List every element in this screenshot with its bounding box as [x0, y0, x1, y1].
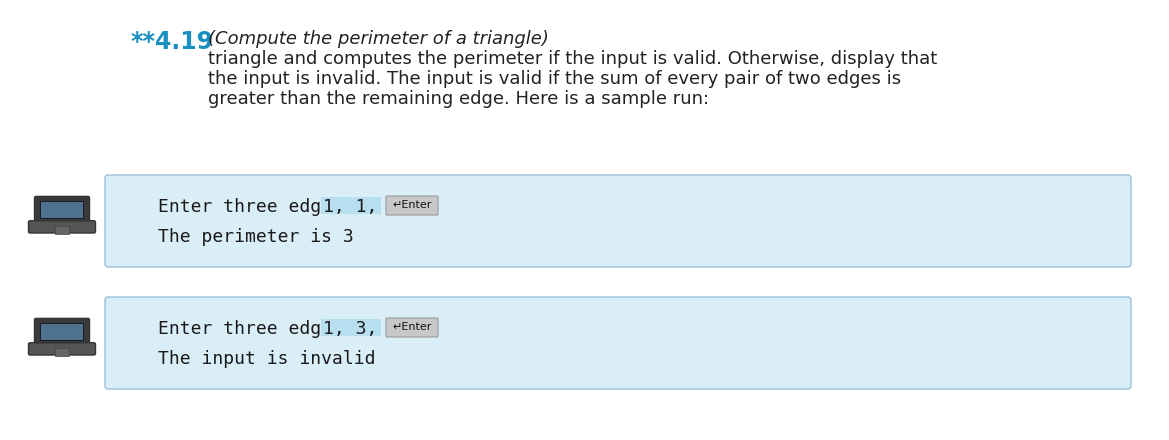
Text: ↵Enter: ↵Enter [393, 201, 431, 210]
Text: 1, 3, 1: 1, 3, 1 [323, 320, 399, 338]
Text: Enter three edges:: Enter three edges: [158, 320, 365, 338]
Bar [55, 226, 69, 234]
FancyBboxPatch shape [386, 196, 438, 215]
Bar [321, 319, 381, 336]
Bar [40, 201, 84, 219]
FancyBboxPatch shape [28, 221, 96, 233]
Bar [41, 202, 83, 218]
FancyBboxPatch shape [105, 297, 1130, 389]
Text: 1, 1, 1: 1, 1, 1 [323, 198, 399, 216]
Bar [55, 348, 69, 356]
Bar [321, 197, 381, 214]
Text: Enter three edges:: Enter three edges: [158, 198, 365, 216]
FancyBboxPatch shape [28, 343, 96, 355]
Bar [40, 323, 84, 341]
Text: greater than the remaining edge. Here is a sample run:: greater than the remaining edge. Here is… [208, 90, 710, 108]
Text: the input is invalid. The input is valid if the sum of every pair of two edges i: the input is invalid. The input is valid… [208, 70, 901, 88]
Text: ↵Enter: ↵Enter [393, 323, 431, 333]
FancyBboxPatch shape [35, 196, 90, 224]
FancyBboxPatch shape [386, 318, 438, 337]
Text: (Compute the perimeter of a triangle): (Compute the perimeter of a triangle) [208, 30, 549, 48]
Text: The perimeter is 3: The perimeter is 3 [158, 228, 354, 246]
FancyBboxPatch shape [105, 175, 1130, 267]
Bar [41, 324, 83, 340]
Text: triangle and computes the perimeter if the input is valid. Otherwise, display th: triangle and computes the perimeter if t… [208, 50, 938, 68]
Text: The input is invalid: The input is invalid [158, 350, 375, 368]
Text: **4.19: **4.19 [130, 30, 213, 54]
FancyBboxPatch shape [35, 319, 90, 346]
